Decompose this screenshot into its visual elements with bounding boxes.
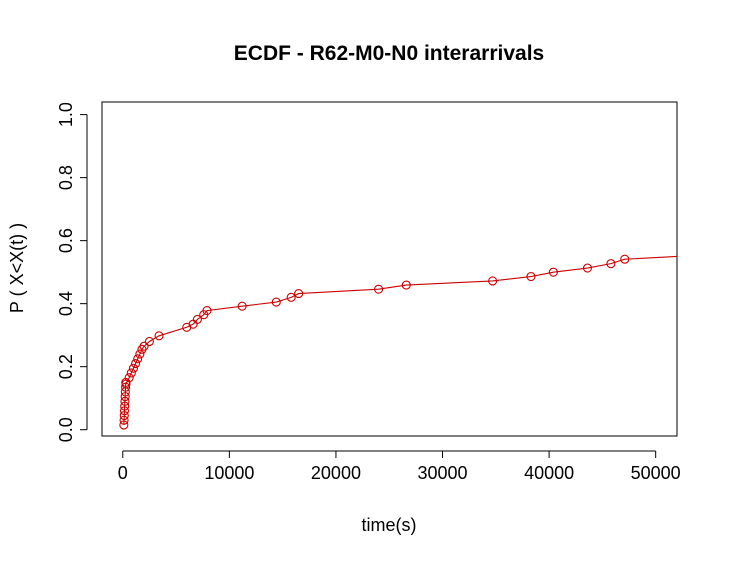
y-tick-label: 0.8 [56, 165, 76, 190]
x-tick-label: 20000 [311, 463, 361, 483]
ecdf-line [123, 255, 678, 425]
x-tick-label: 50000 [631, 463, 681, 483]
ecdf-point [135, 349, 145, 359]
ecdf-point [126, 368, 136, 378]
ecdf-point [120, 401, 130, 411]
ecdf-point [294, 289, 304, 299]
ecdf-point [120, 396, 130, 406]
y-tick-label: 0.2 [56, 354, 76, 379]
y-tick-label: 1.0 [56, 102, 76, 127]
y-tick-label: 0.4 [56, 291, 76, 316]
plot-frame [101, 101, 678, 437]
series-layer [119, 254, 678, 430]
ecdf-point [124, 373, 134, 383]
x-tick-label: 10000 [204, 463, 254, 483]
ecdf-point [139, 341, 149, 351]
ecdf-point [488, 276, 498, 286]
y-tick-label: 0.0 [56, 417, 76, 442]
y-axis: 0.0 0.2 0.4 0.6 0.8 1.0 [56, 102, 88, 442]
ecdf-point [144, 336, 154, 347]
ecdf-point [131, 358, 141, 369]
x-axis: 0 10000 20000 30000 40000 50000 [118, 450, 681, 483]
y-tick-label: 0.6 [56, 228, 76, 253]
ecdf-point [192, 314, 202, 324]
ecdf-point [202, 306, 212, 316]
x-tick-label: 30000 [417, 463, 467, 483]
ecdf-point [120, 392, 130, 402]
ecdf-point [548, 267, 558, 277]
ecdf-point [121, 382, 131, 392]
chart-title: ECDF - R62-M0-N0 interarrivals [234, 42, 544, 65]
x-axis-label: time(s) [362, 515, 417, 535]
ecdf-point [119, 420, 129, 430]
ecdf-point [401, 280, 411, 290]
ecdf-point [128, 363, 138, 373]
ecdf-point [582, 263, 593, 273]
ecdf-point [119, 410, 129, 421]
ecdf-point [119, 415, 129, 425]
ecdf-point [271, 297, 281, 307]
x-tick-label: 0 [118, 463, 128, 483]
y-axis-label: P ( X<X(t) ) [7, 223, 27, 313]
ecdf-point [526, 272, 536, 282]
ecdf-point [620, 254, 630, 264]
ecdf-point [374, 284, 384, 294]
x-tick-label: 40000 [524, 463, 574, 483]
ecdf-point [119, 406, 130, 416]
ecdf-point [133, 354, 143, 364]
ecdf-point [286, 292, 296, 302]
ecdf-point [237, 301, 247, 311]
ecdf-point [154, 331, 164, 341]
ecdf-point [606, 259, 616, 269]
